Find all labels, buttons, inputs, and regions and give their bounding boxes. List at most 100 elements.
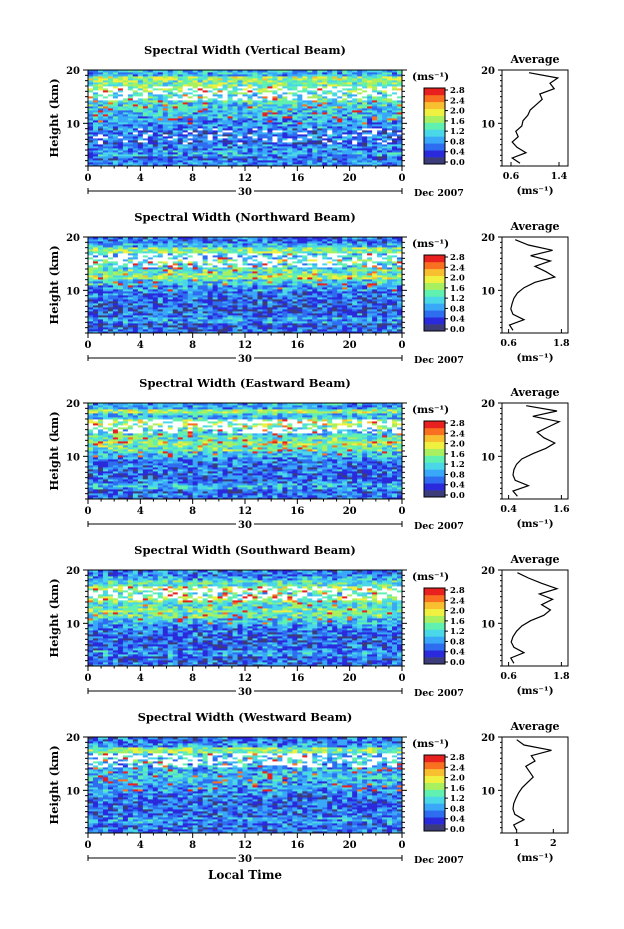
heatmap-cell [242,164,248,167]
heatmap-cell [392,110,398,113]
heatmap-cell [282,126,288,129]
heatmap-cell [217,138,223,141]
heatmap-cell [127,150,134,153]
heatmap-cell [312,154,318,157]
heatmap-cell [172,134,179,137]
heatmap-cell [172,152,179,155]
heatmap-cell [267,124,273,127]
heatmap-cell [112,130,119,133]
heatmap-cell [392,122,398,125]
heatmap-cell [227,118,233,121]
heatmap-cell [88,156,94,159]
heatmap-cell [202,108,209,111]
heatmap-cell [227,140,233,143]
heatmap-cell [182,138,189,141]
heatmap-cell [257,160,263,163]
heatmap-cell [332,160,338,163]
heatmap-cell [88,134,94,137]
heatmap-cell [167,130,174,133]
heatmap-cell [307,112,313,115]
heatmap-cell [257,156,263,159]
heatmap-cell [162,146,169,149]
heatmap-cell [252,124,258,127]
heatmap-cell [227,150,233,153]
heatmap-cell [177,110,184,113]
heatmap-cell [332,136,338,139]
heatmap-cell [217,120,223,123]
heatmap-cell [302,114,308,117]
heatmap-cell [112,158,119,161]
heatmap-cell [382,112,388,115]
heatmap-cell [267,126,273,129]
heatmap-cell [202,122,209,125]
heatmap-cell [117,98,124,101]
heatmap-cell [217,108,223,111]
heatmap-cell [252,162,258,165]
heatmap-cell [387,150,393,153]
heatmap-cell [332,126,338,129]
heatmap-cell [212,148,218,151]
heatmap-cell [167,110,174,113]
heatmap-cell [157,118,164,121]
heatmap-cell [122,118,129,121]
heatmap-cell [157,142,164,145]
heatmap-cell [197,158,204,161]
heatmap-cell [322,118,328,121]
heatmap-cell [237,134,243,137]
heatmap-cell [327,100,333,103]
heatmap-cell [132,158,139,161]
heatmap-cell [147,112,154,115]
heatmap-cell [307,132,313,135]
heatmap-cell [212,126,218,129]
heatmap-cell [197,120,204,123]
heatmap-cell [262,122,268,125]
heatmap-cell [88,150,94,153]
heatmap-cell [172,104,179,107]
heatmap-cell [102,108,109,111]
heatmap-cell [177,132,184,135]
heatmap-cell [372,142,378,145]
heatmap-cell [132,154,139,157]
y-tick-label: 20 [66,66,80,77]
heatmap-cell [352,132,358,135]
heatmap-cell [292,142,298,145]
heatmap-cell [147,124,154,127]
heatmap-cell [257,142,263,145]
heatmap-cell [92,152,99,155]
heatmap-cell [197,100,204,103]
heatmap-cell [397,132,403,135]
heatmap-cell [247,138,253,141]
heatmap-cell [237,124,243,127]
heatmap-cell [97,100,104,103]
heatmap-cell [137,152,144,155]
heatmap-cell [142,146,149,149]
heatmap-cell [192,118,199,121]
heatmap-cell [127,152,134,155]
heatmap-cell [397,128,403,131]
heatmap-cell [247,158,253,161]
heatmap-cell [157,124,164,127]
heatmap-cell [127,120,134,123]
heatmap-cell [372,116,378,119]
heatmap-cell [227,164,233,167]
heatmap-cell [282,136,288,139]
heatmap-cell [97,162,104,165]
heatmap-cell [352,150,358,153]
heatmap-cell [267,106,273,109]
heatmap-cell [277,110,283,113]
heatmap-cell [372,118,378,121]
heatmap-cell [292,158,298,161]
heatmap-cell [97,130,104,133]
heatmap-cell [132,144,139,147]
heatmap-cell [92,148,99,151]
heatmap-cell [217,130,223,133]
heatmap-cell [272,142,278,145]
heatmap-cell [327,116,333,119]
heatmap-cell [222,100,228,103]
heatmap-cell [222,120,228,123]
heatmap-cell [337,108,343,111]
heatmap-cell [277,112,283,115]
heatmap-cell [127,126,134,129]
heatmap-cell [152,100,159,103]
heatmap-cell [302,160,308,163]
